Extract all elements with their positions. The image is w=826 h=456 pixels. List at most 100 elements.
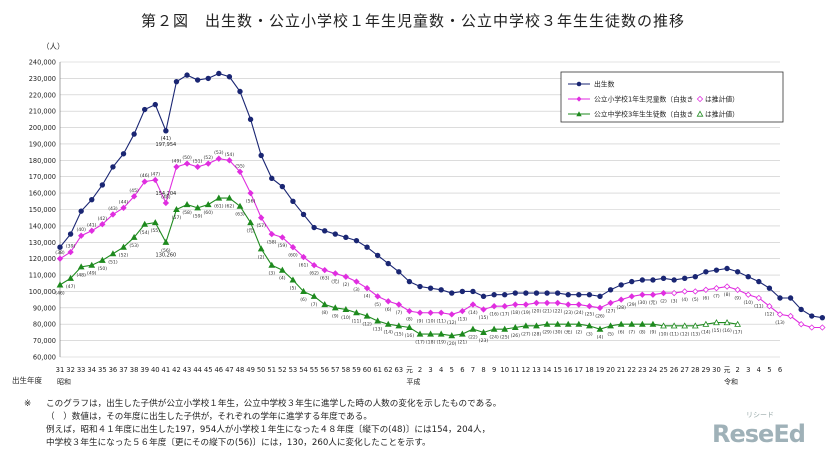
data-point	[257, 245, 265, 252]
data-point	[98, 256, 106, 263]
legend-marker	[576, 81, 582, 87]
year-label: (14)	[701, 330, 711, 336]
x-tick-label: 13	[532, 366, 541, 374]
year-label: (13)	[458, 317, 468, 323]
data-point	[406, 307, 413, 315]
data-point	[279, 183, 286, 190]
x-tick-label: 2	[735, 366, 739, 374]
y-tick-label: 60,000	[33, 354, 56, 362]
year-label: (21)	[542, 308, 552, 314]
year-label: (6)	[385, 307, 392, 313]
year-label: (2)	[343, 282, 350, 288]
resed-logo: リシード ReseEd	[712, 411, 806, 448]
data-point	[353, 309, 360, 316]
data-point	[67, 274, 74, 281]
data-point	[395, 301, 402, 308]
year-label: (47)	[151, 172, 161, 178]
year-label: (5)	[290, 285, 297, 291]
data-point	[110, 164, 116, 170]
year-label: (2)	[660, 299, 667, 305]
data-point	[607, 287, 614, 293]
data-point	[597, 293, 603, 300]
year-label: (41)	[87, 222, 97, 228]
data-point	[639, 291, 646, 298]
x-tick-label: 48	[236, 366, 245, 374]
data-point	[502, 292, 508, 298]
y-tick-label: 240,000	[29, 59, 56, 67]
data-point	[819, 314, 826, 321]
year-label: (26)	[511, 333, 521, 339]
data-point	[523, 290, 529, 296]
data-point	[226, 194, 233, 201]
year-label: (5)	[607, 331, 614, 337]
year-label: (62)	[309, 271, 319, 277]
data-point	[544, 290, 550, 296]
year-label: (12)	[765, 312, 775, 318]
legend-box	[560, 71, 784, 123]
year-label: (19)	[521, 310, 531, 316]
year-label: (15)	[479, 315, 489, 321]
data-point	[670, 289, 678, 297]
data-point	[808, 324, 815, 331]
data-point	[565, 301, 572, 308]
data-point	[511, 323, 519, 331]
y-tick-label: 220,000	[29, 91, 56, 99]
x-tick-label: 9	[492, 366, 496, 374]
x-tick-label: 12	[522, 366, 531, 374]
x-tick-label: 54	[299, 366, 308, 374]
data-point	[56, 281, 64, 288]
y-tick-labels: 60,000 70,000 80,000 90,000 100,000 110,000 12…	[29, 59, 56, 362]
x-tick-label: 62	[384, 366, 393, 374]
x-tick-label: 5	[767, 366, 771, 374]
x-tick-label: 51	[267, 366, 276, 374]
data-point	[216, 70, 222, 77]
data-point	[173, 163, 180, 171]
year-label: (29)	[627, 302, 637, 308]
x-tick-label: 47	[225, 366, 234, 374]
x-tick-label: 40	[151, 366, 160, 374]
year-label: (29)	[542, 330, 552, 336]
x-tick-label: 11	[511, 366, 520, 374]
data-point	[310, 292, 318, 299]
data-point	[787, 295, 794, 301]
y-tick-label: 70,000	[33, 337, 56, 345]
data-point	[480, 293, 487, 300]
data-point	[702, 320, 710, 327]
year-label: (10)	[426, 318, 436, 324]
data-point	[236, 202, 244, 209]
x-tick-label: 10	[500, 366, 509, 374]
data-point	[777, 295, 783, 301]
y-tick-label: 80,000	[33, 321, 56, 329]
data-point	[491, 292, 497, 298]
year-label: (38)	[55, 250, 65, 256]
data-point	[543, 320, 551, 327]
year-label: (53)	[214, 150, 224, 156]
year-label: (46)	[140, 173, 150, 179]
year-label: (54)	[225, 152, 235, 158]
x-tick-label: 63	[394, 366, 403, 374]
year-label: (9)	[734, 295, 741, 301]
data-point	[385, 260, 391, 267]
data-point	[300, 211, 307, 218]
data-point	[586, 303, 593, 310]
data-point	[734, 320, 742, 327]
data-point	[289, 276, 297, 283]
data-point	[258, 152, 264, 159]
year-label: (51)	[108, 259, 118, 265]
data-point	[691, 322, 699, 329]
year-label: (元)	[564, 330, 572, 336]
x-tick-label: 60	[363, 366, 372, 374]
x-tick-label: 61	[373, 366, 382, 374]
x-tick-label: 20	[606, 366, 615, 374]
x-tick-label: 46	[214, 366, 223, 374]
data-point	[374, 293, 381, 300]
data-point	[437, 330, 445, 337]
data-point	[596, 325, 604, 332]
data-point	[723, 319, 731, 326]
year-label: (7)	[311, 302, 318, 308]
note-line-4: 中学校３年生になった５６年度〔更にその縦下の(56)〕には，130，260人に変…	[46, 438, 431, 448]
data-point	[628, 320, 636, 327]
data-point	[470, 288, 476, 295]
data-point	[617, 320, 625, 327]
